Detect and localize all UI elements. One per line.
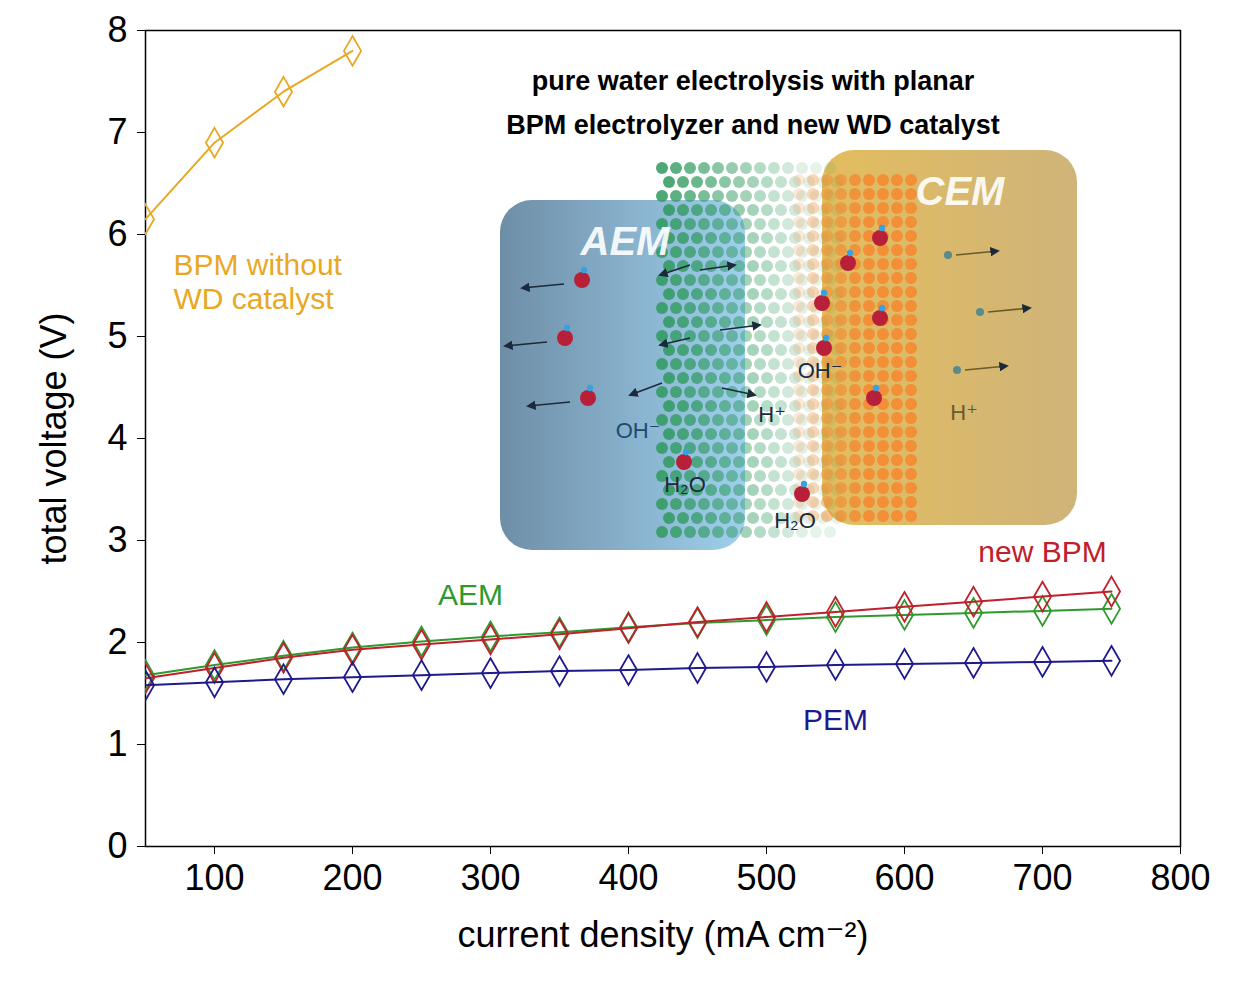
svg-text:1: 1 <box>107 723 127 764</box>
svg-text:OH⁻: OH⁻ <box>616 418 661 443</box>
svg-text:H₂O: H₂O <box>774 508 816 533</box>
svg-text:current density (mA cm⁻²): current density (mA cm⁻²) <box>457 914 868 955</box>
svg-text:400: 400 <box>598 857 658 898</box>
svg-text:3: 3 <box>107 519 127 560</box>
svg-text:H₂O: H₂O <box>664 472 706 497</box>
svg-text:700: 700 <box>1012 857 1072 898</box>
svg-text:8: 8 <box>107 9 127 50</box>
svg-text:500: 500 <box>736 857 796 898</box>
svg-text:OH⁻: OH⁻ <box>798 358 843 383</box>
svg-text:2: 2 <box>107 621 127 662</box>
svg-text:BPM electrolyzer and new WD ca: BPM electrolyzer and new WD catalyst <box>506 110 1000 140</box>
svg-text:total voltage (V): total voltage (V) <box>33 312 74 564</box>
svg-text:AEM: AEM <box>580 219 672 263</box>
svg-text:300: 300 <box>460 857 520 898</box>
svg-text:new BPM: new BPM <box>978 535 1106 568</box>
svg-text:pure water electrolysis with p: pure water electrolysis with planar <box>532 66 975 96</box>
svg-text:H⁺: H⁺ <box>950 400 978 425</box>
svg-text:BPM withoutWD catalyst: BPM withoutWD catalyst <box>174 248 343 316</box>
svg-text:600: 600 <box>874 857 934 898</box>
svg-text:PEM: PEM <box>803 703 868 736</box>
svg-text:4: 4 <box>107 417 127 458</box>
svg-text:7: 7 <box>107 111 127 152</box>
svg-text:100: 100 <box>184 857 244 898</box>
svg-text:5: 5 <box>107 315 127 356</box>
svg-text:CEM: CEM <box>916 169 1007 213</box>
svg-text:H⁺: H⁺ <box>758 402 786 427</box>
svg-text:200: 200 <box>322 857 382 898</box>
svg-text:6: 6 <box>107 213 127 254</box>
svg-text:0: 0 <box>107 825 127 866</box>
svg-text:800: 800 <box>1150 857 1210 898</box>
svg-text:AEM: AEM <box>438 578 503 611</box>
